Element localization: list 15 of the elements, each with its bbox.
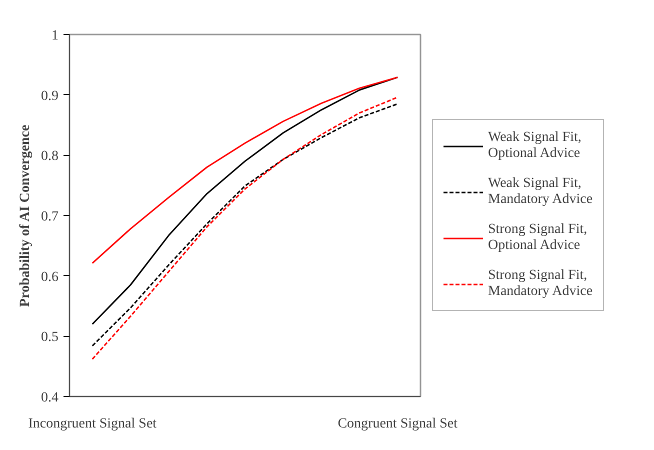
legend-label: Weak Signal Fit, Optional Advice [488,130,582,162]
y-tick-label: 0.7 [41,210,58,224]
line-series [92,76,398,264]
y-tick-label: 1 [52,28,58,44]
legend-label: Strong Signal Fit, Optional Advice [488,222,588,254]
legend-label: Weak Signal Fit, Mandatory Advice [488,176,593,208]
x-tick-label: Incongruent Signal Set [28,416,157,432]
y-tick-label: 0.8 [41,149,58,164]
y-tick-label: 0.4 [41,390,58,406]
y-tick-label: 0.5 [41,330,58,346]
x-tick-label: Congruent Signal Set [338,416,458,432]
legend-label: Strong Signal Fit, Mandatory Advice [488,268,593,300]
y-tick-label: 0.9 [41,88,58,104]
y-axis-title: Probability of AI Convergence [18,124,33,307]
y-tick-label: 0.6 [41,270,58,285]
